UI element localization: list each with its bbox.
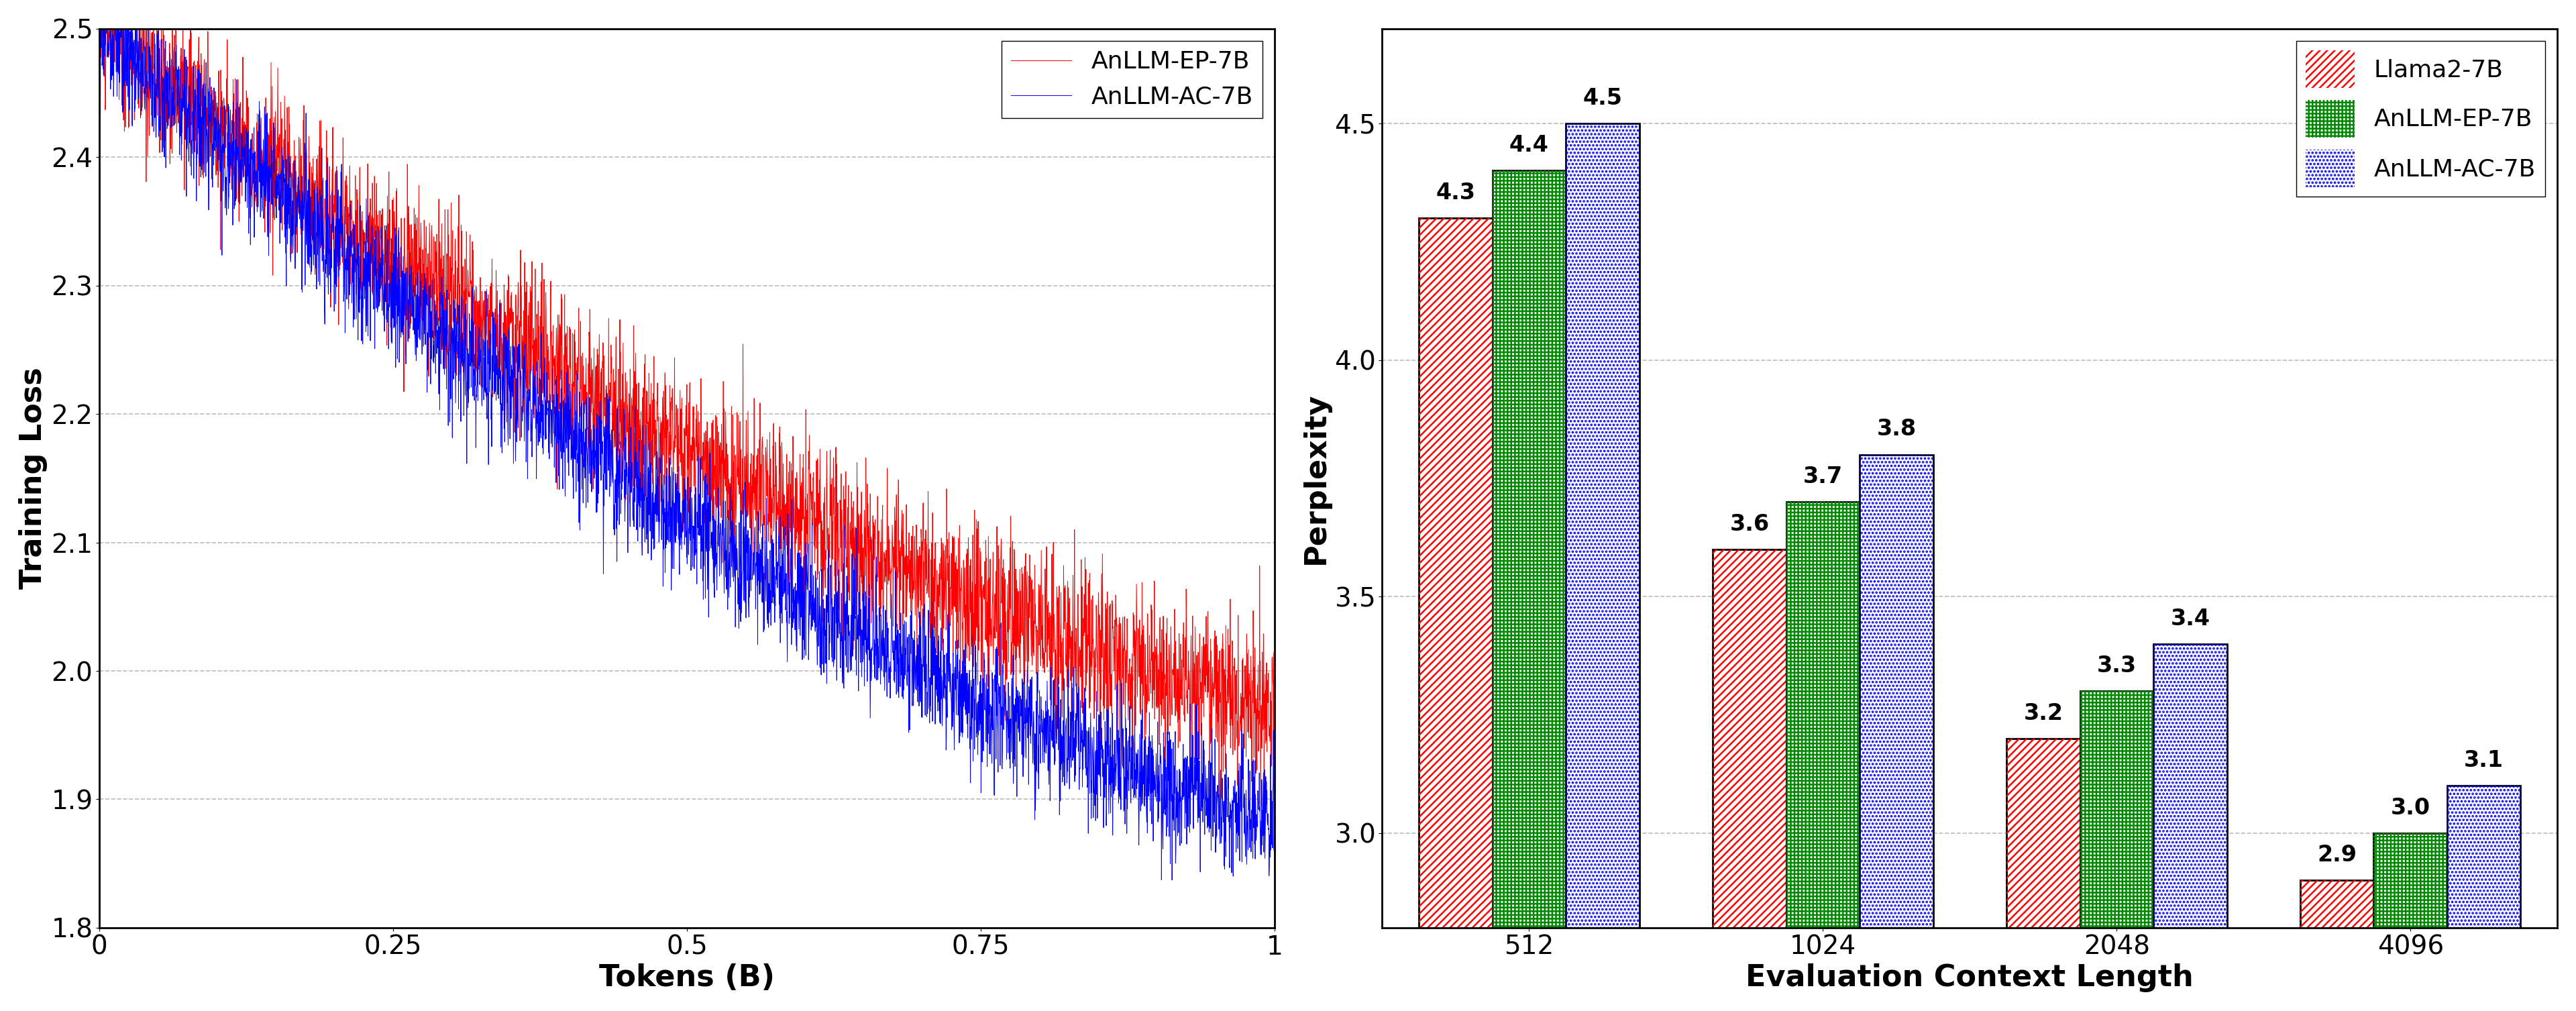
Bar (1785, 501, 1860, 1011)
Bar (1713, 549, 1785, 1011)
Text: 3.3: 3.3 (2097, 655, 2136, 677)
AnLLM-EP-7B (1164, 735, 1195, 747)
Bar (2447, 786, 2522, 1011)
AnLLM-EP-7B (1244, 801, 1275, 813)
AnLLM-AC-7B (587, 436, 618, 448)
AnLLM-EP-7B (1224, 705, 1255, 717)
AnLLM-EP-7B (85, 0, 116, 9)
AnLLM-AC-7B (938, 647, 969, 659)
Bar (2154, 644, 2226, 1011)
Text: 3.4: 3.4 (2172, 608, 2210, 630)
Line: AnLLM-EP-7B: AnLLM-EP-7B (100, 3, 1275, 807)
Bar (2300, 881, 2372, 1011)
Text: 3.6: 3.6 (1728, 513, 1770, 535)
AnLLM-AC-7B (1224, 829, 1255, 841)
Y-axis label: Perplexity: Perplexity (1301, 392, 1329, 564)
AnLLM-EP-7B (577, 482, 608, 494)
AnLLM-AC-7B (1260, 863, 1291, 876)
AnLLM-AC-7B (1157, 875, 1188, 887)
Bar (2447, 786, 2522, 1011)
AnLLM-EP-7B (587, 355, 618, 367)
Y-axis label: Training Loss: Training Loss (18, 367, 46, 589)
Bar (1785, 501, 1860, 1011)
Bar (1713, 549, 1785, 1011)
Bar (2300, 881, 2372, 1011)
Bar (2372, 833, 2447, 1011)
Bar (1419, 218, 1492, 1011)
Bar (1492, 171, 1566, 1011)
Bar (1860, 455, 1932, 1011)
Bar (2154, 644, 2226, 1011)
Text: 3.0: 3.0 (2391, 797, 2429, 819)
Text: 4.3: 4.3 (1435, 182, 1476, 204)
Text: 3.7: 3.7 (1803, 465, 1842, 487)
Text: 3.1: 3.1 (2465, 749, 2504, 771)
Bar (1566, 123, 1638, 1011)
AnLLM-AC-7B (1164, 765, 1195, 777)
AnLLM-AC-7B (577, 441, 608, 453)
Text: 3.2: 3.2 (2022, 703, 2063, 724)
Legend: Llama2-7B, AnLLM-EP-7B, AnLLM-AC-7B: Llama2-7B, AnLLM-EP-7B, AnLLM-AC-7B (2295, 40, 2545, 197)
Line: AnLLM-AC-7B: AnLLM-AC-7B (100, 3, 1275, 881)
AnLLM-EP-7B (1260, 698, 1291, 710)
Text: 4.4: 4.4 (1510, 134, 1548, 157)
Bar (2372, 833, 2447, 1011)
AnLLM-EP-7B (938, 650, 969, 662)
Bar (1419, 218, 1492, 1011)
X-axis label: Evaluation Context Length: Evaluation Context Length (1747, 963, 2195, 993)
Bar (2079, 692, 2154, 1011)
AnLLM-AC-7B (85, 0, 116, 9)
Text: 2.9: 2.9 (2318, 844, 2357, 866)
Bar (2007, 738, 2079, 1011)
AnLLM-AC-7B (641, 495, 672, 508)
Bar (2079, 692, 2154, 1011)
AnLLM-EP-7B (641, 407, 672, 420)
Bar (1566, 123, 1638, 1011)
Bar (1860, 455, 1932, 1011)
Text: 3.8: 3.8 (1875, 419, 1917, 441)
Text: 4.5: 4.5 (1582, 87, 1623, 109)
X-axis label: Tokens (B): Tokens (B) (600, 963, 775, 993)
Legend: AnLLM-EP-7B, AnLLM-AC-7B: AnLLM-EP-7B, AnLLM-AC-7B (1002, 40, 1262, 118)
Bar (2007, 738, 2079, 1011)
Bar (1492, 171, 1566, 1011)
